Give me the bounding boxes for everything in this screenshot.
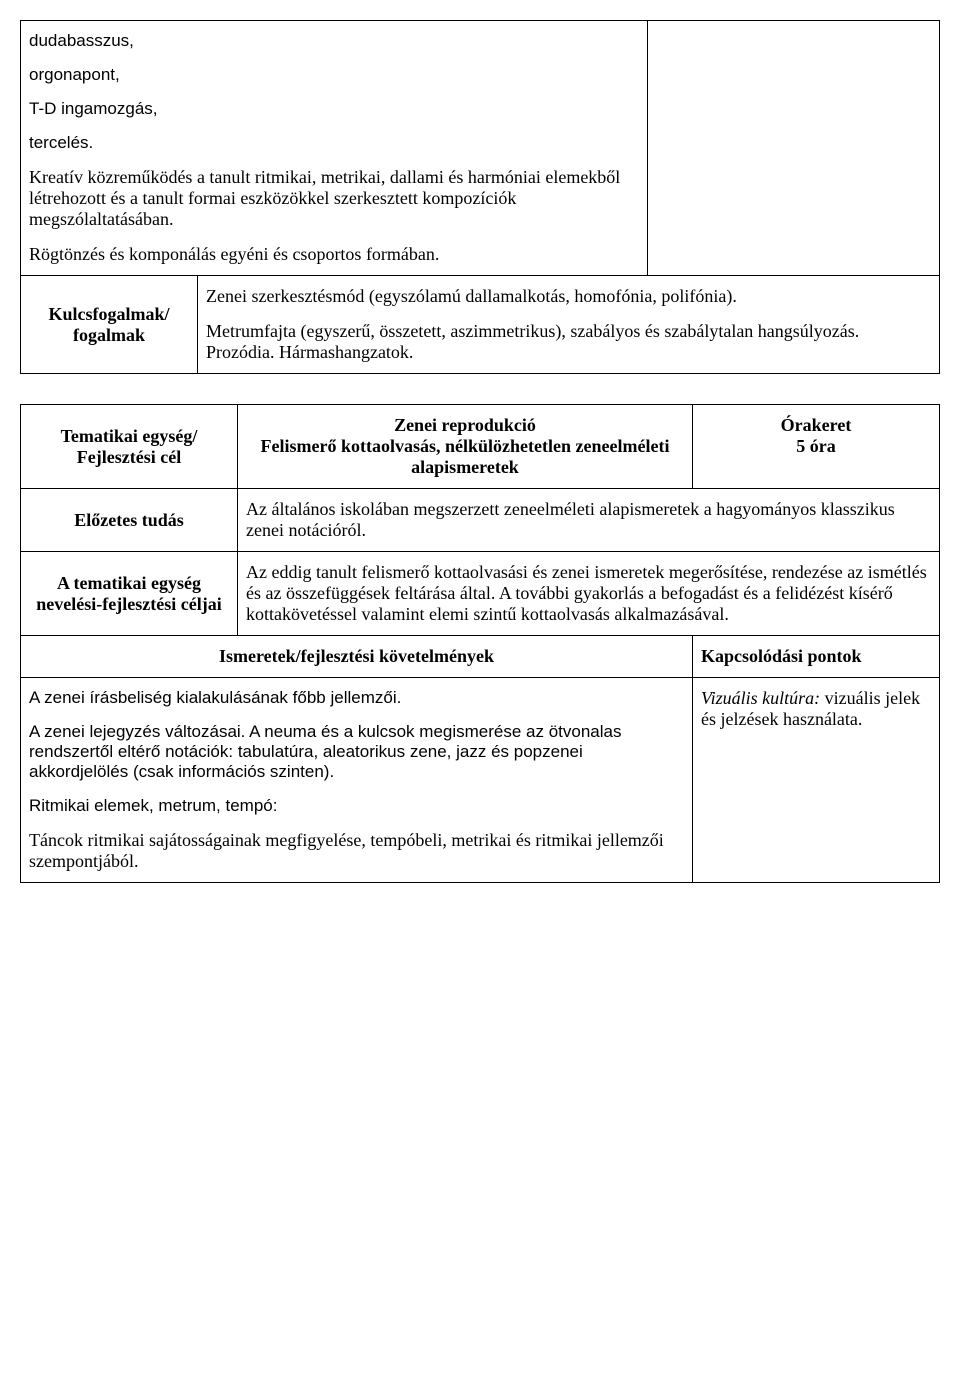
ismeretek-p1: A zenei írásbeliség kialakulásának főbb …	[29, 688, 684, 708]
cell-celjai-body: Az eddig tanult felismerő kottaolvasási …	[238, 552, 940, 636]
cell-top-right-empty	[648, 21, 940, 276]
title-line2: Felismerő kottaolvasás, nélkülözhetetlen…	[261, 436, 670, 477]
para-kreativ: Kreatív közreműködés a tanult ritmikai, …	[29, 167, 639, 230]
ismeretek-p4: Táncok ritmikai sajátosságainak megfigye…	[29, 830, 684, 872]
line-terceles: tercelés.	[29, 133, 639, 153]
table-tematikai: Tematikai egység/ Fejlesztési cél Zenei …	[20, 404, 940, 883]
cell-tematikai-title: Zenei reprodukció Felismerő kottaolvasás…	[238, 405, 693, 489]
kulcs-body-1: Zenei szerkesztésmód (egyszólamú dallama…	[206, 286, 931, 307]
orakeret-value: 5 óra	[796, 436, 836, 456]
cell-ismeretek-body: A zenei írásbeliség kialakulásának főbb …	[21, 678, 693, 883]
cell-kulcs-label: Kulcsfogalmak/ fogalmak	[21, 276, 198, 373]
ismeretek-p2: A zenei lejegyzés változásai. A neuma és…	[29, 722, 684, 782]
cell-kapcsolodasi-header: Kapcsolódási pontok	[693, 636, 940, 678]
line-td: T-D ingamozgás,	[29, 99, 639, 119]
title-line1: Zenei reprodukció	[394, 415, 536, 435]
cell-kapcsolodasi-body: Vizuális kultúra: vizuális jelek és jelz…	[693, 678, 940, 883]
table-kulcsfogalmak: dudabasszus, orgonapont, T-D ingamozgás,…	[20, 20, 940, 374]
line-dudabasszus: dudabasszus,	[29, 31, 639, 51]
cell-elozetes-body: Az általános iskolában megszerzett zenee…	[238, 489, 940, 552]
ismeretek-p3: Ritmikai elemek, metrum, tempó:	[29, 796, 684, 816]
cell-elozetes-label: Előzetes tudás	[21, 489, 238, 552]
line-orgonapont: orgonapont,	[29, 65, 639, 85]
kapcs-italic: Vizuális kultúra:	[701, 688, 820, 708]
kulcs-body-2: Metrumfajta (egyszerű, összetett, aszimm…	[206, 321, 931, 363]
cell-orakeret: Órakeret 5 óra	[693, 405, 940, 489]
orakeret-label: Órakeret	[781, 415, 852, 435]
cell-celjai-label: A tematikai egység nevelési-fejlesztési …	[21, 552, 238, 636]
cell-kulcs-body: Zenei szerkesztésmód (egyszólamú dallama…	[198, 276, 940, 373]
para-rogtonzes: Rögtönzés és komponálás egyéni és csopor…	[29, 244, 639, 265]
cell-ismeretek-header: Ismeretek/fejlesztési követelmények	[21, 636, 693, 678]
cell-tematikai-label: Tematikai egység/ Fejlesztési cél	[21, 405, 238, 489]
cell-top-left: dudabasszus, orgonapont, T-D ingamozgás,…	[21, 21, 648, 276]
